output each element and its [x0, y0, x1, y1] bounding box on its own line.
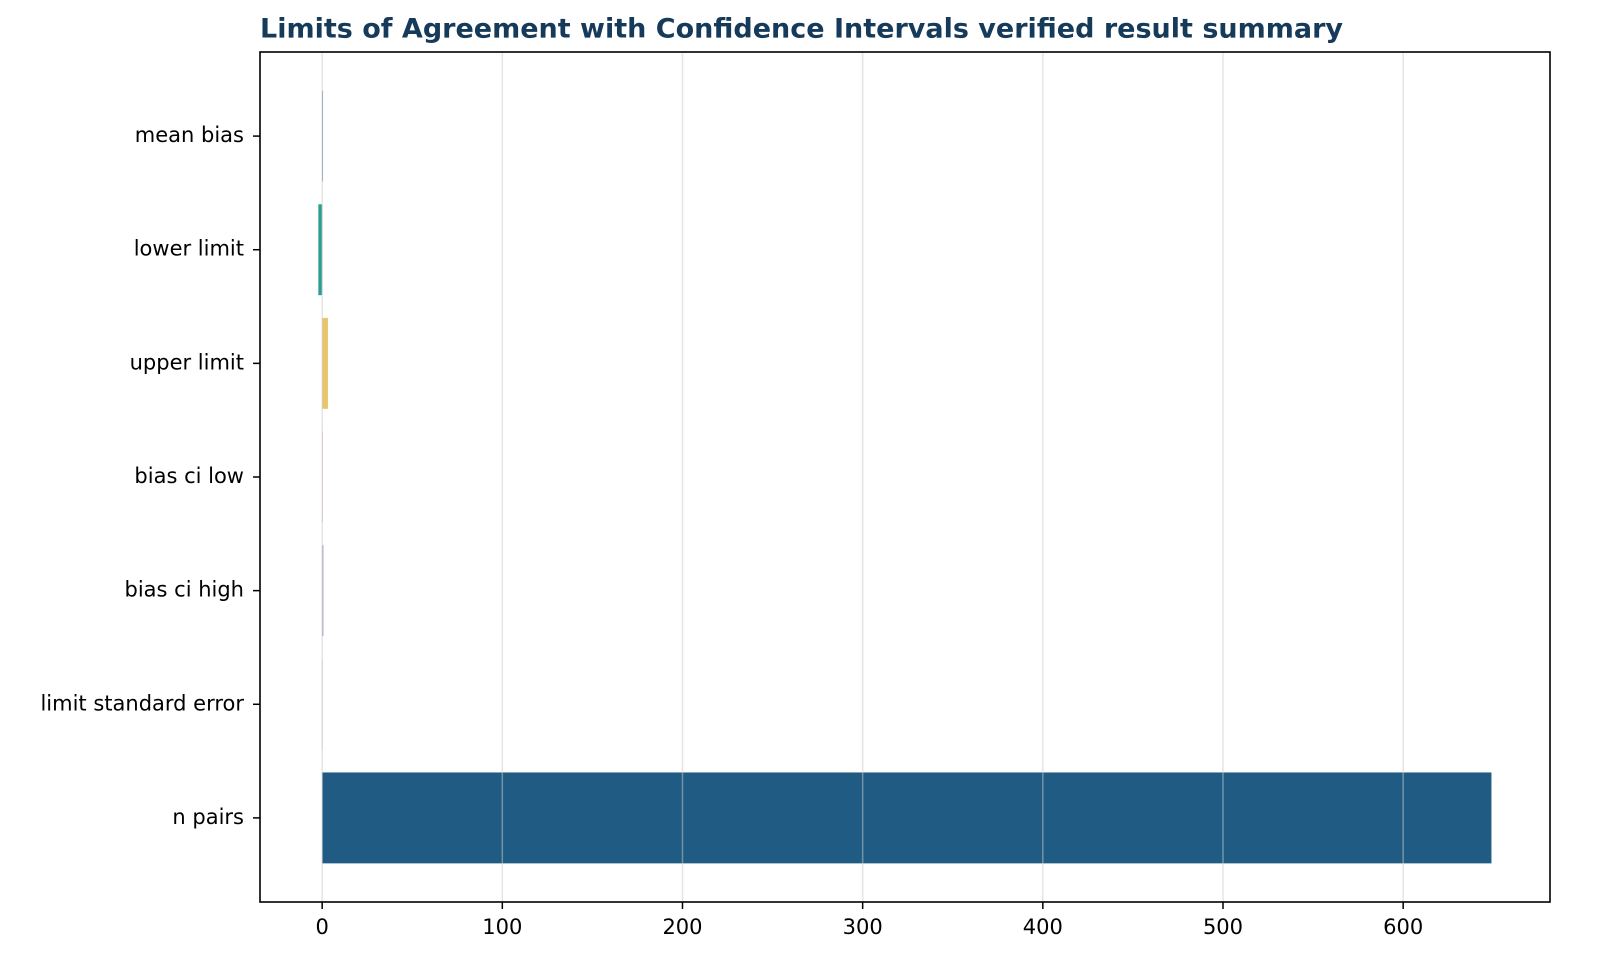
x-tick-label: 400: [1023, 915, 1063, 939]
x-tick-label: 100: [482, 915, 522, 939]
x-tick-label: 300: [843, 915, 883, 939]
y-tick-label: limit standard error: [40, 691, 244, 715]
bar: [322, 317, 328, 409]
y-tick-label: bias ci high: [125, 578, 245, 602]
bar: [318, 204, 323, 296]
x-tick-label: 600: [1383, 915, 1423, 939]
x-tick-label: 500: [1203, 915, 1243, 939]
bar: [322, 772, 1492, 864]
x-tick-label: 200: [662, 915, 702, 939]
x-tick-label: 0: [315, 915, 328, 939]
y-tick-label: lower limit: [134, 237, 244, 261]
y-tick-label: n pairs: [172, 805, 244, 829]
chart-title: Limits of Agreement with Confidence Inte…: [260, 14, 1343, 45]
y-tick-label: mean bias: [135, 123, 244, 147]
y-tick-label: bias ci low: [134, 464, 244, 488]
y-tick-label: upper limit: [130, 350, 244, 374]
plot-frame: [259, 51, 1551, 903]
